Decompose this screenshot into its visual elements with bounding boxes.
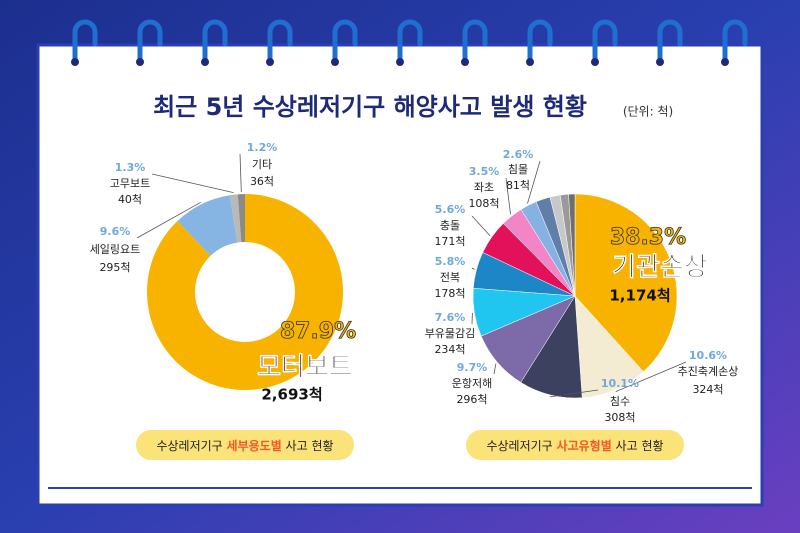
caption-part: 세부용도별 bbox=[227, 438, 282, 453]
value-label: 296척 bbox=[456, 393, 487, 406]
big-percent-label: 87.9% bbox=[280, 319, 356, 344]
big-category-label: 기관손상 bbox=[612, 253, 708, 283]
ring-hole bbox=[721, 58, 729, 66]
percent-label: 1.2% bbox=[247, 141, 278, 154]
big-percent-label: 38.3% bbox=[610, 225, 686, 250]
pie-slice bbox=[574, 193, 678, 373]
value-label: 178척 bbox=[434, 287, 465, 300]
pie-slice bbox=[568, 193, 576, 297]
caption-pill bbox=[136, 430, 354, 460]
category-label: 침몰 bbox=[508, 163, 528, 176]
big-category-label: 모터보트 bbox=[257, 353, 353, 383]
percent-label: 5.6% bbox=[435, 203, 466, 216]
ring bbox=[722, 19, 748, 63]
percent-label: 9.7% bbox=[457, 361, 488, 374]
leader-line bbox=[151, 173, 234, 194]
category-label: 운항저해 bbox=[452, 376, 492, 390]
title: 최근 5년 수상레저기구 해양사고 발생 현황 bbox=[153, 93, 587, 121]
big-value-label: 1,174척 bbox=[609, 287, 670, 305]
percent-label: 5.8% bbox=[435, 255, 466, 268]
value-label: 108척 bbox=[468, 197, 499, 210]
value-label: 40척 bbox=[118, 193, 142, 206]
category-label: 고무보트 bbox=[110, 177, 150, 190]
donut-slice bbox=[237, 194, 245, 243]
percent-label: 10.6% bbox=[689, 349, 727, 362]
caption-pill bbox=[466, 430, 684, 460]
donut-slice bbox=[229, 194, 242, 243]
category-label: 세일링요트 bbox=[90, 242, 141, 256]
category-label: 좌초 bbox=[474, 181, 494, 194]
ring-hole bbox=[656, 58, 664, 66]
ring-hole bbox=[331, 58, 339, 66]
percent-label: 7.6% bbox=[435, 311, 466, 324]
leader-line bbox=[549, 389, 599, 398]
leader-line bbox=[527, 160, 541, 204]
value-label: 171척 bbox=[434, 235, 465, 248]
unit: (단위: 척) bbox=[623, 105, 673, 119]
pie-slice bbox=[574, 295, 644, 399]
ring bbox=[72, 19, 98, 63]
leader-line bbox=[471, 267, 475, 270]
ring-hole bbox=[396, 58, 404, 66]
ring-hole bbox=[461, 58, 469, 66]
ring bbox=[267, 19, 293, 63]
donut-slice bbox=[177, 195, 238, 256]
caption-part: 사고유형별 bbox=[557, 438, 612, 453]
ring bbox=[657, 19, 683, 63]
leader-line bbox=[136, 201, 201, 239]
value-label: 295척 bbox=[99, 261, 130, 274]
percent-label: 10.1% bbox=[601, 377, 639, 390]
ring bbox=[202, 19, 228, 63]
percent-label: 1.3% bbox=[115, 161, 146, 174]
leader-line bbox=[615, 361, 687, 393]
category-label: 침수 bbox=[610, 395, 630, 408]
category-label: 기타 bbox=[252, 158, 272, 171]
leader-line bbox=[493, 363, 497, 375]
value-label: 234척 bbox=[434, 343, 465, 356]
ring bbox=[332, 19, 358, 63]
ring bbox=[137, 19, 163, 63]
percent-label: 9.6% bbox=[100, 225, 131, 238]
caption-part: 사고 현황 bbox=[612, 439, 664, 453]
value-label: 81척 bbox=[506, 179, 530, 192]
ring-hole bbox=[591, 58, 599, 66]
ring-hole bbox=[266, 58, 274, 66]
ring-hole bbox=[71, 58, 79, 66]
big-value-label: 2,693척 bbox=[261, 386, 322, 404]
percent-label: 3.5% bbox=[469, 165, 500, 178]
leader-line bbox=[239, 153, 242, 193]
ring bbox=[397, 19, 423, 63]
ring-hole bbox=[201, 58, 209, 66]
ring-hole bbox=[526, 58, 534, 66]
caption: 수상레저기구 사고유형별 사고 현황 bbox=[486, 438, 663, 453]
ring-hole bbox=[136, 58, 144, 66]
caption-part: 사고 현황 bbox=[282, 439, 334, 453]
caption: 수상레저기구 세부용도별 사고 현황 bbox=[156, 438, 333, 453]
ring bbox=[592, 19, 618, 63]
value-label: 308척 bbox=[604, 411, 635, 424]
value-label: 36척 bbox=[250, 175, 274, 188]
leader-line bbox=[471, 215, 491, 237]
percent-label: 2.6% bbox=[503, 148, 534, 161]
leader-line bbox=[505, 177, 511, 215]
spiral-binding bbox=[71, 19, 748, 66]
category-label: 충돌 bbox=[440, 219, 460, 232]
ring bbox=[462, 19, 488, 63]
category-label: 전복 bbox=[440, 271, 460, 284]
value-label: 324척 bbox=[692, 383, 723, 396]
caption-part: 수상레저기구 bbox=[156, 439, 226, 453]
category-label: 추진축계손상 bbox=[678, 365, 739, 378]
donut-slice bbox=[147, 194, 343, 390]
caption-part: 수상레저기구 bbox=[486, 439, 556, 453]
ring bbox=[527, 19, 553, 63]
category-label: 부유물감김 bbox=[425, 327, 476, 340]
